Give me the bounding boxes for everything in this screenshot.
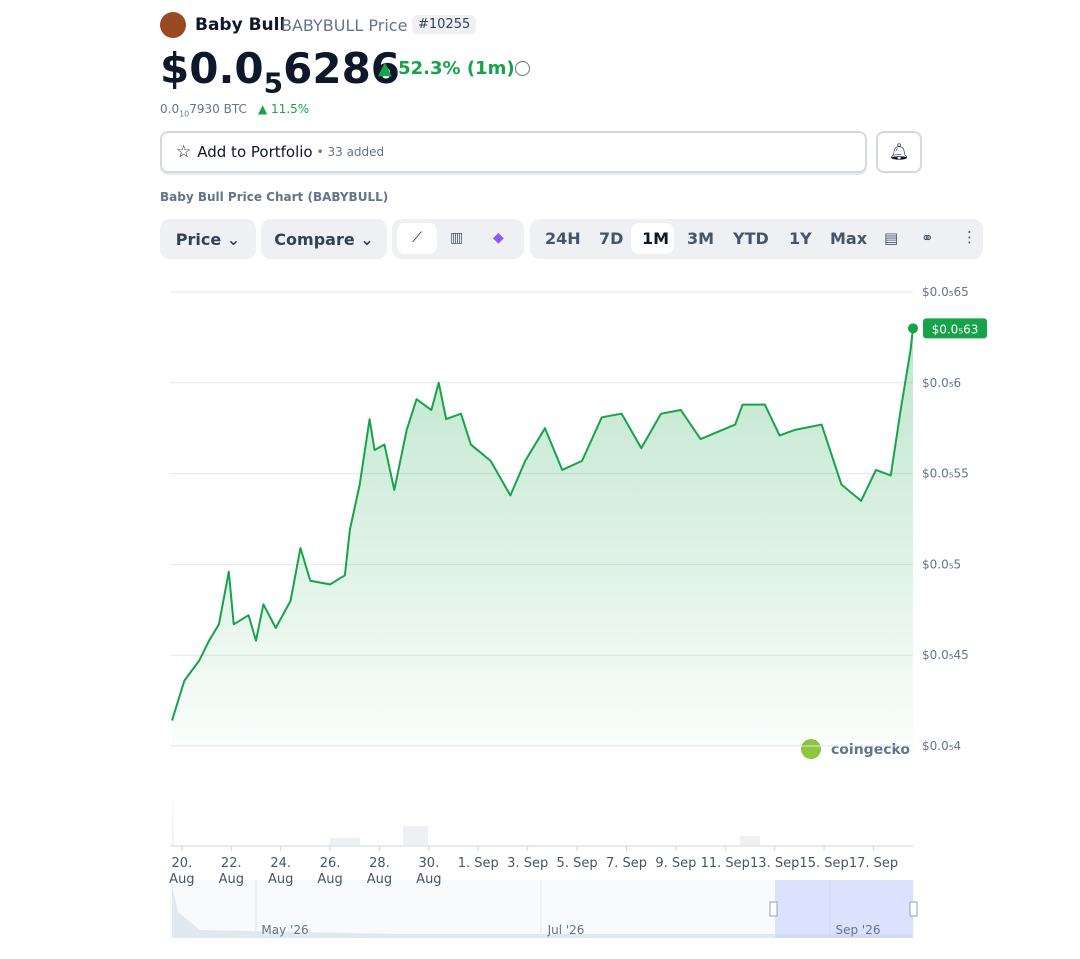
tv-button[interactable]: ◆: [493, 230, 504, 246]
y-tick-label: $0.0₅4: [922, 739, 961, 753]
price-prefix: $0.0: [160, 44, 264, 93]
portfolio-count: • 33 added: [316, 145, 385, 159]
x-tick-label: 26. Aug: [317, 856, 342, 887]
portfolio-button[interactable]: ☆ Add to Portfolio • 33 added: [160, 131, 867, 173]
coin-name: Baby Bull: [195, 15, 286, 35]
navigator-label: May '26: [261, 923, 308, 937]
compare-dropdown[interactable]: Compare ⌄: [261, 219, 387, 259]
alert-button[interactable]: 🔔︎: [876, 131, 922, 173]
compare-label: Compare: [274, 229, 355, 249]
portfolio-label: Add to Portfolio: [197, 143, 313, 161]
btc-change: ▲ 11.5%: [258, 102, 310, 116]
btc-price: 0.0107930 BTC: [160, 102, 247, 118]
info-icon[interactable]: [515, 61, 530, 76]
x-tick-label: 30. Aug: [416, 856, 441, 887]
x-tick-label: 7. Sep: [606, 856, 647, 871]
x-tick-label: 1. Sep: [458, 856, 499, 871]
x-tick-label: 9. Sep: [655, 856, 696, 871]
price-line: [171, 328, 914, 721]
active-range-bg: [631, 223, 674, 254]
last-point: [908, 323, 918, 334]
btc-prefix: 0.0: [160, 102, 180, 116]
volume-area: [172, 795, 913, 845]
range-group: [530, 219, 983, 259]
range-button[interactable]: 3M: [687, 229, 715, 248]
navigator-handle[interactable]: [909, 901, 918, 917]
range-button[interactable]: Max: [830, 229, 868, 248]
price-change-text: 52.3% (1m): [398, 58, 515, 79]
price-zeros: 5: [263, 66, 284, 100]
coin-symbol: BABYBULL Price: [281, 16, 408, 35]
x-tick-label: 28. Aug: [367, 856, 392, 887]
btc-zeros: 10: [179, 109, 190, 119]
x-tick-label: 13. Sep: [750, 856, 799, 871]
x-tick-label: 15. Sep: [799, 856, 848, 871]
y-tick-label: $0.0₅5: [922, 557, 961, 571]
more-button[interactable]: ⋮: [962, 228, 977, 246]
last-price-label: $0.0₅63: [932, 322, 979, 336]
btc-change-text: 11.5%: [271, 102, 310, 116]
range-button[interactable]: 7D: [599, 229, 624, 248]
x-tick-label: 3. Sep: [507, 856, 548, 871]
area: [172, 328, 913, 746]
candle-button[interactable]: ▥: [450, 230, 464, 246]
range-button[interactable]: 24H: [545, 229, 581, 248]
y-tick-label: $0.0₅6: [922, 376, 961, 390]
price: $0.056286: [160, 44, 400, 99]
link-button[interactable]: ⚭: [921, 229, 934, 247]
x-tick-label: 22. Aug: [219, 856, 244, 887]
price-digits: 6286: [283, 44, 401, 93]
rank: #10255: [412, 15, 477, 34]
x-tick-label: 24. Aug: [268, 856, 293, 887]
x-tick-label: 11. Sep: [701, 856, 750, 871]
price-label: Price: [175, 229, 222, 249]
chart-title: Baby Bull Price Chart (BABYBULL): [160, 190, 389, 204]
navigator-selection[interactable]: [775, 880, 913, 938]
price-change: ▲ 52.3% (1m): [378, 58, 515, 79]
price-dropdown[interactable]: Price ⌄: [160, 219, 256, 259]
navigator-label: Sep '26: [836, 923, 881, 937]
x-tick-label: 17. Sep: [849, 856, 898, 871]
range-button[interactable]: 1M: [642, 229, 670, 248]
navigator-handle[interactable]: [769, 901, 778, 917]
x-tick-label: 5. Sep: [557, 856, 598, 871]
line-chart-button[interactable]: ⟋: [397, 223, 437, 254]
last-price-badge: [923, 318, 987, 339]
y-tick-label: $0.0₅55: [922, 467, 969, 481]
btc-digits: 7930 BTC: [189, 102, 247, 116]
y-tick-label: $0.0₅45: [922, 648, 969, 662]
navigator-series: [172, 885, 913, 938]
navigator-label: Jul '26: [547, 923, 585, 937]
coin-icon: [160, 12, 186, 38]
y-tick-label: $0.0₅65: [922, 285, 969, 299]
calendar-button[interactable]: ▤: [884, 229, 899, 247]
range-button[interactable]: YTD: [733, 229, 769, 248]
range-button[interactable]: 1Y: [789, 229, 812, 248]
x-tick-label: 20. Aug: [169, 856, 194, 887]
